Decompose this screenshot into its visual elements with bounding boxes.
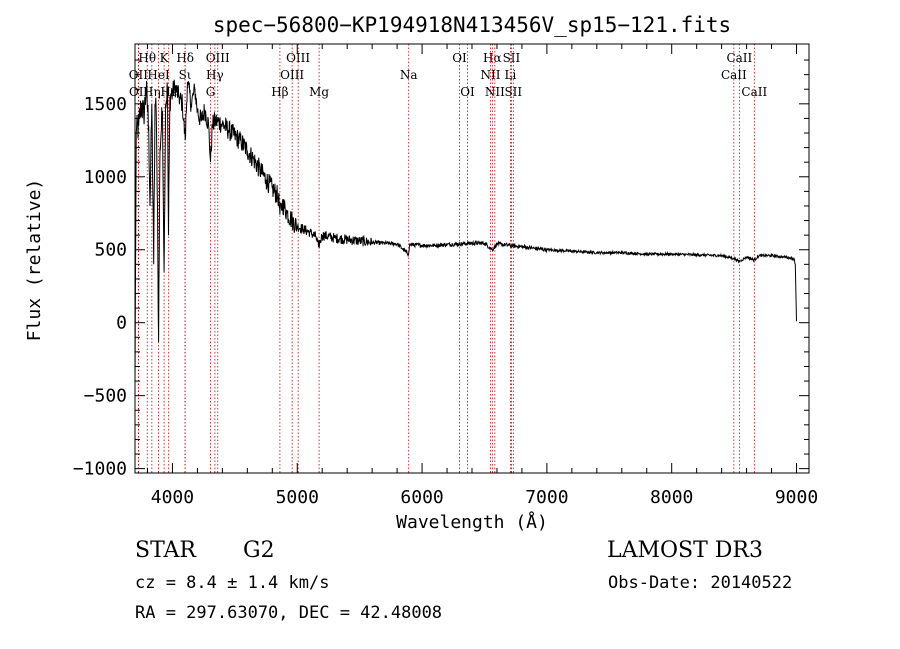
spectral-line-label: SII bbox=[504, 85, 522, 99]
survey-name: LAMOST DR3 bbox=[607, 538, 763, 563]
x-tick-label: 7000 bbox=[525, 487, 568, 508]
x-tick-label: 6000 bbox=[400, 487, 443, 508]
x-tick-label: 9000 bbox=[775, 487, 818, 508]
object-subclass: G2 bbox=[243, 538, 275, 563]
obs-date-text: Obs-Date: 20140522 bbox=[608, 573, 793, 593]
spectral-line-markers: HθOIIOIIHηHeIKHεHδSιOIIIHγGHβOIIIOIIIMgN… bbox=[129, 44, 767, 473]
object-class: STAR bbox=[135, 538, 196, 563]
chart-title: spec−56800−KP194918N413456V_sp15−121.fit… bbox=[213, 13, 731, 37]
spectral-line-label: SII bbox=[503, 51, 521, 65]
y-axis-label: Flux (relative) bbox=[24, 179, 45, 342]
spectral-line-label: G bbox=[206, 85, 216, 99]
spectral-line-label: OIII bbox=[286, 51, 310, 65]
redshift-text: cz = 8.4 ± 1.4 km/s bbox=[135, 573, 330, 593]
spectral-line-label: Mg bbox=[309, 85, 329, 99]
coordinates-text: RA = 297.63070, DEC = 42.48008 bbox=[135, 603, 443, 623]
spectral-line-label: HeI bbox=[147, 68, 170, 82]
x-axis: 4000 5000 6000 7000 8000 9000 bbox=[146, 44, 818, 508]
spectral-line-label: Hα bbox=[483, 51, 502, 65]
series-group bbox=[134, 79, 797, 385]
y-tick-label: 500 bbox=[94, 240, 127, 261]
y-tick-label: 1500 bbox=[84, 94, 127, 115]
spectral-line-label: Hβ bbox=[271, 85, 288, 99]
y-tick-label: 0 bbox=[116, 313, 127, 334]
y-tick-label: 1000 bbox=[84, 167, 127, 188]
series-line-spectrum bbox=[134, 79, 797, 385]
spectral-line-label: OI bbox=[452, 51, 467, 65]
spectral-line-label: NII bbox=[485, 85, 505, 99]
spectral-line-label: Sι bbox=[179, 68, 192, 82]
spectral-line-label: Hγ bbox=[206, 68, 224, 82]
spectral-line-label: Li bbox=[505, 68, 517, 82]
spectral-line-label: CaII bbox=[726, 51, 752, 65]
x-tick-label: 8000 bbox=[650, 487, 693, 508]
x-tick-label: 4000 bbox=[151, 487, 194, 508]
spectral-line-label: OIII bbox=[280, 68, 304, 82]
y-tick-label: −1000 bbox=[73, 459, 127, 480]
spectral-line-label: OII bbox=[129, 85, 149, 99]
spectral-line-label: CaII bbox=[741, 85, 767, 99]
x-tick-label: 5000 bbox=[276, 487, 319, 508]
plot-frame bbox=[134, 43, 810, 474]
spectral-line-label: K bbox=[160, 51, 170, 65]
x-axis-label: Wavelength (Å) bbox=[396, 511, 548, 533]
spectral-line-label: Hθ bbox=[138, 51, 156, 65]
spectral-line-label: NII bbox=[480, 68, 500, 82]
spectral-line-label: Na bbox=[400, 68, 418, 82]
spectral-line-label: OIII bbox=[206, 51, 230, 65]
y-tick-label: −500 bbox=[84, 386, 127, 407]
y-axis: −1000 −500 0 500 1000 1500 bbox=[73, 59, 809, 480]
spectral-line-label: OI bbox=[460, 85, 475, 99]
spectral-line-label: CaII bbox=[721, 68, 747, 82]
